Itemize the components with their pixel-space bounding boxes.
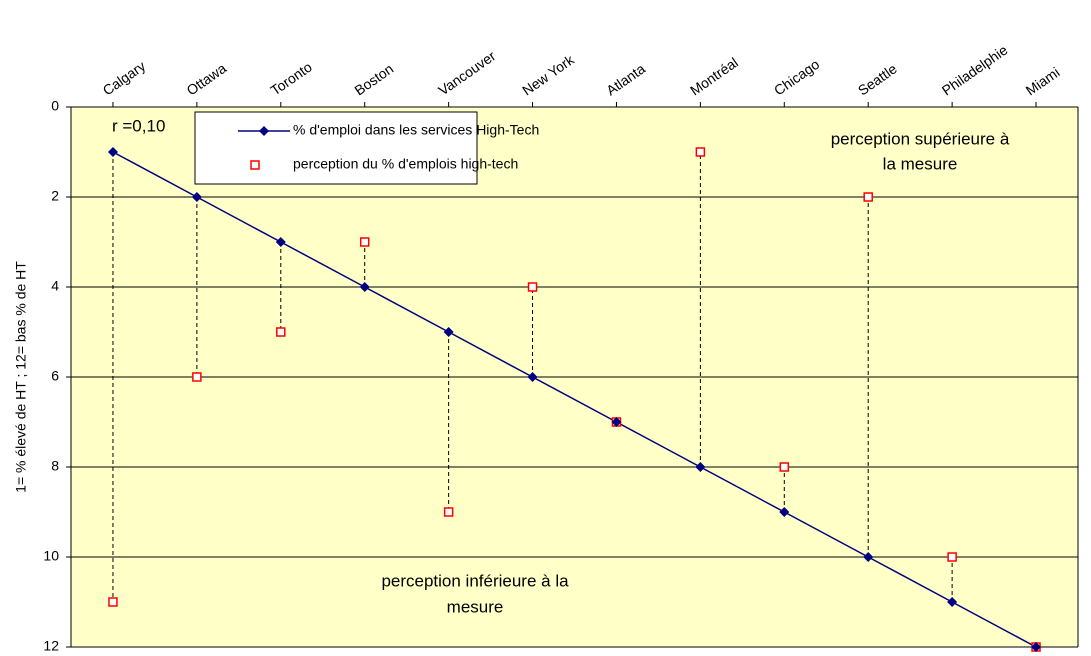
point: [863, 552, 874, 562]
y-tick-label: 8: [51, 458, 59, 474]
point: [192, 372, 202, 382]
series-line: [112, 151, 1037, 648]
x-tick-label: Vancouver: [435, 47, 498, 98]
x-tick-label: Toronto: [267, 58, 315, 98]
y-tick-label: 12: [43, 638, 59, 654]
annotation: mesure: [447, 597, 504, 616]
point: [108, 597, 118, 607]
y-tick-label: 4: [51, 278, 59, 294]
point: [779, 507, 790, 517]
point: [527, 372, 538, 382]
x-tick-label: Seattle: [855, 60, 900, 98]
point: [275, 237, 286, 247]
x-tick-label: New York: [519, 51, 577, 99]
x-tick-label: Boston: [351, 60, 396, 98]
point: [611, 417, 622, 427]
y-tick-label: 0: [51, 98, 59, 114]
point: [527, 282, 538, 292]
x-tick-label: Chicago: [771, 56, 822, 99]
point: [695, 462, 706, 472]
legend-label: % d'emploi dans les services High-Tech: [293, 122, 539, 138]
point: [443, 507, 454, 517]
legend-box: [194, 111, 478, 185]
legend: % d'emploi dans les services High-Tech pe…: [194, 111, 539, 185]
x-tick-label: Calgary: [100, 58, 149, 99]
annotation: perception inférieure à la: [381, 571, 569, 590]
point: [947, 597, 958, 607]
point: [276, 327, 286, 337]
x-tick-label: Miami: [1023, 64, 1063, 99]
point: [359, 237, 370, 247]
point: [1031, 642, 1042, 652]
point: [779, 462, 790, 472]
legend-marker: [250, 160, 260, 170]
x-tick-label: Atlanta: [603, 60, 648, 98]
point: [863, 192, 873, 202]
x-tick-label: Philadelphie: [939, 42, 1011, 99]
y-tick-label: 2: [51, 188, 59, 204]
point: [443, 327, 454, 337]
y-axis-label: 1= % élevé de HT ; 12= bas % de HT: [13, 261, 29, 493]
y-tick-label: 6: [51, 368, 59, 384]
point: [107, 147, 118, 157]
point: [695, 147, 706, 157]
annotation: la mesure: [883, 154, 958, 173]
annotation: perception supérieure à: [831, 129, 1010, 148]
x-tick-label: Ottawa: [184, 60, 230, 99]
legend-label: perception du % d'emplois high-tech: [293, 156, 518, 172]
point: [947, 552, 957, 562]
point: [191, 192, 202, 202]
annotation: r =0,10: [112, 116, 165, 135]
y-tick-label: 10: [43, 548, 59, 564]
x-tick-label: Montréal: [687, 54, 741, 98]
point: [359, 282, 370, 292]
legend-marker: [259, 126, 269, 136]
